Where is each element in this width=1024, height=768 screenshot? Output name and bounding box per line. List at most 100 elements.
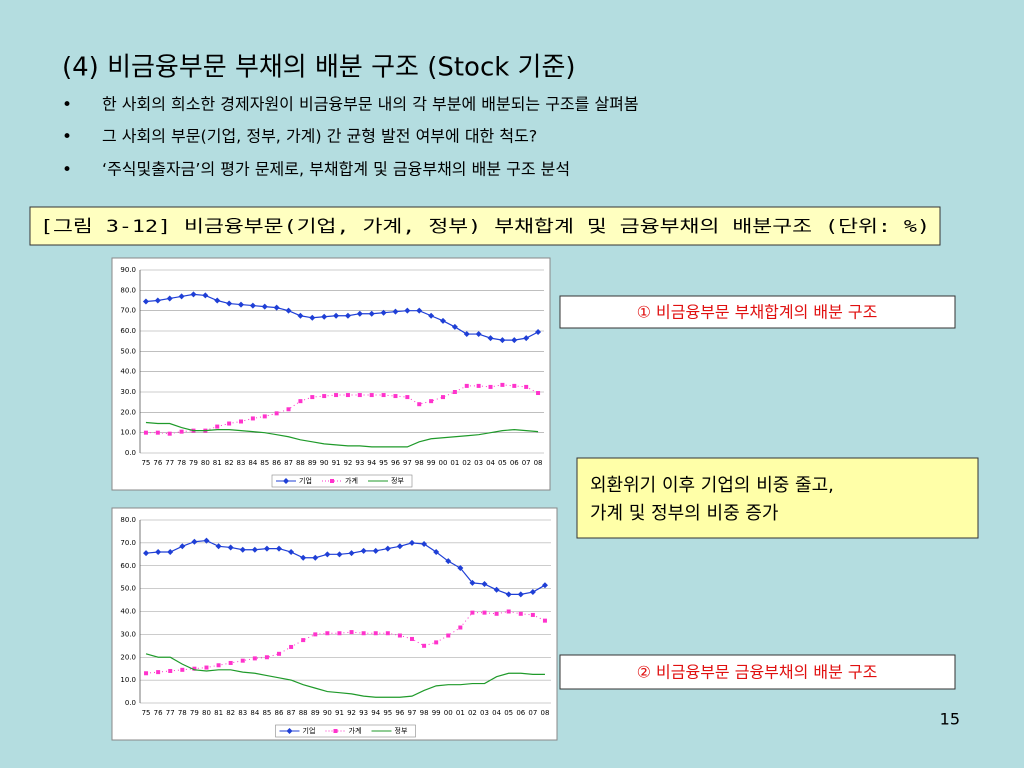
x-tick-label: 91 bbox=[332, 459, 341, 467]
marker bbox=[349, 630, 354, 635]
legend-box bbox=[271, 474, 413, 488]
x-tick-label: 97 bbox=[403, 459, 412, 467]
y-tick-label: 40.0 bbox=[120, 608, 136, 616]
y-tick-label: 50.0 bbox=[120, 347, 136, 355]
marker bbox=[178, 293, 185, 300]
x-tick-label: 88 bbox=[299, 709, 308, 717]
legend-label: 가계 bbox=[349, 726, 362, 735]
marker bbox=[536, 391, 541, 396]
marker bbox=[156, 670, 161, 675]
marker bbox=[301, 638, 306, 643]
marker bbox=[506, 609, 511, 614]
marker bbox=[517, 591, 524, 598]
bullet-dot: • bbox=[62, 160, 72, 180]
marker bbox=[289, 644, 294, 649]
x-tick-label: 08 bbox=[540, 709, 549, 717]
marker bbox=[452, 390, 457, 394]
marker bbox=[384, 545, 391, 552]
marker bbox=[500, 382, 505, 387]
bullet: ‘주식및출자금’의 평가 문제로, 부채합계 및 금융부채의 배분 구조 분석 bbox=[102, 160, 570, 179]
marker bbox=[488, 384, 493, 389]
callout-box bbox=[576, 457, 979, 539]
marker bbox=[334, 393, 339, 398]
page-number: 15 bbox=[940, 710, 960, 729]
marker bbox=[417, 402, 422, 407]
x-tick-label: 06 bbox=[516, 709, 525, 717]
marker bbox=[288, 549, 295, 556]
y-tick-label: 80.0 bbox=[120, 286, 136, 294]
marker bbox=[530, 612, 535, 617]
marker bbox=[321, 313, 328, 320]
marker bbox=[470, 610, 475, 615]
x-tick-label: 93 bbox=[359, 709, 368, 717]
marker bbox=[392, 308, 399, 315]
x-tick-label: 05 bbox=[498, 459, 507, 467]
x-tick-label: 81 bbox=[214, 709, 223, 717]
marker bbox=[451, 323, 458, 330]
x-tick-label: 82 bbox=[226, 709, 235, 717]
marker bbox=[191, 538, 198, 545]
marker bbox=[286, 728, 293, 734]
marker bbox=[441, 395, 445, 400]
x-tick-label: 98 bbox=[420, 709, 429, 717]
marker bbox=[535, 329, 542, 336]
marker bbox=[518, 611, 523, 616]
x-tick-label: 83 bbox=[237, 459, 246, 467]
x-tick-label: 95 bbox=[379, 459, 388, 467]
marker bbox=[309, 314, 316, 321]
y-tick-label: 70.0 bbox=[120, 307, 136, 315]
marker bbox=[154, 297, 161, 304]
marker bbox=[274, 411, 279, 416]
x-tick-label: 85 bbox=[262, 709, 271, 717]
x-tick-label: 78 bbox=[178, 709, 187, 717]
marker bbox=[180, 667, 185, 672]
x-tick-label: 97 bbox=[408, 709, 417, 717]
marker bbox=[263, 545, 270, 552]
x-tick-label: 87 bbox=[287, 709, 296, 717]
bullet-dot: • bbox=[62, 95, 72, 115]
marker bbox=[408, 539, 415, 546]
x-tick-label: 01 bbox=[456, 709, 465, 717]
legend-label: 가계 bbox=[345, 476, 358, 485]
marker bbox=[277, 651, 282, 656]
marker bbox=[252, 656, 257, 661]
x-tick-label: 77 bbox=[166, 709, 175, 717]
x-tick-label: 98 bbox=[415, 459, 424, 467]
marker bbox=[428, 312, 435, 319]
callout-box bbox=[559, 295, 956, 329]
marker bbox=[261, 303, 268, 310]
marker bbox=[179, 543, 186, 550]
x-tick-label: 03 bbox=[474, 459, 483, 467]
legend-label: 정부 bbox=[391, 476, 404, 485]
x-tick-label: 00 bbox=[444, 709, 453, 717]
x-tick-label: 99 bbox=[432, 709, 441, 717]
legend-label: 정부 bbox=[395, 726, 408, 735]
marker bbox=[250, 416, 255, 421]
x-tick-label: 87 bbox=[284, 459, 293, 467]
marker bbox=[458, 625, 463, 630]
marker bbox=[333, 312, 340, 319]
marker bbox=[262, 414, 267, 419]
x-tick-label: 06 bbox=[510, 459, 519, 467]
marker bbox=[463, 331, 470, 338]
marker bbox=[215, 543, 222, 550]
marker bbox=[493, 586, 500, 593]
legend-label: 기업 bbox=[299, 476, 312, 485]
x-tick-label: 07 bbox=[522, 459, 531, 467]
marker bbox=[276, 545, 283, 552]
marker bbox=[487, 335, 494, 342]
x-tick-label: 94 bbox=[367, 459, 376, 467]
callout: 가계 및 정부의 비중 증가 bbox=[590, 503, 779, 524]
marker bbox=[142, 298, 149, 305]
slide-title: (4) 비금융부문 부채의 배분 구조 (Stock 기준) bbox=[62, 53, 576, 83]
chart-frame bbox=[111, 257, 551, 491]
marker bbox=[457, 565, 464, 572]
series-line bbox=[145, 293, 539, 341]
marker bbox=[310, 395, 315, 400]
marker bbox=[397, 633, 402, 638]
bullet: 그 사회의 부문(기업, 정부, 가계) 간 균형 발전 여부에 대한 척도? bbox=[102, 127, 537, 146]
marker bbox=[330, 479, 334, 483]
marker bbox=[446, 633, 451, 638]
marker bbox=[372, 547, 379, 554]
